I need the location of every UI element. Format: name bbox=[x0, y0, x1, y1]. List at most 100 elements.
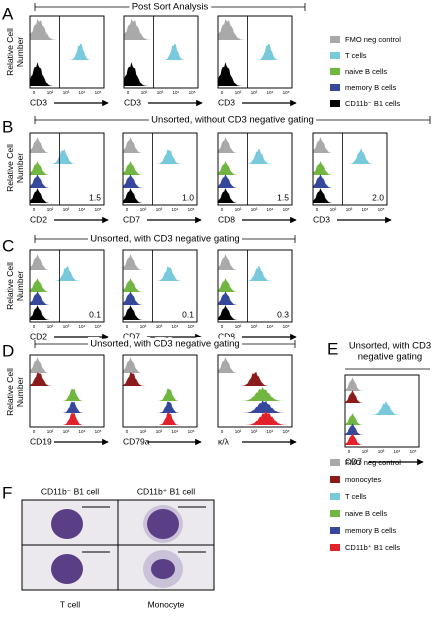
tick-label: 10⁴ bbox=[79, 207, 86, 212]
histogram bbox=[30, 161, 104, 175]
tick-label: 10³ bbox=[63, 324, 70, 329]
tick-label: 10⁵ bbox=[95, 90, 102, 95]
legend-swatch bbox=[330, 52, 340, 59]
panel-title: Unsorted, without CD3 negative gating bbox=[151, 115, 314, 126]
tick-label: 10⁴ bbox=[267, 429, 274, 434]
plot-frame bbox=[29, 354, 105, 428]
histogram bbox=[218, 265, 292, 281]
legend-swatch bbox=[330, 510, 340, 517]
axis-label: CD3 bbox=[124, 97, 141, 107]
histogram bbox=[30, 357, 104, 373]
tick-label: 10² bbox=[235, 207, 242, 212]
tick-label: 10⁵ bbox=[188, 429, 195, 434]
histogram bbox=[123, 161, 197, 175]
panel-title: Post Sort Analysis bbox=[132, 2, 209, 13]
tick-label: 0 bbox=[33, 324, 36, 329]
legend-label: memory B cells bbox=[345, 83, 397, 92]
histogram bbox=[123, 372, 197, 386]
histogram bbox=[218, 174, 292, 188]
y-axis-label-line: Number bbox=[15, 271, 25, 301]
y-axis-label-line: Number bbox=[15, 377, 25, 407]
histogram bbox=[218, 291, 292, 305]
nucleus bbox=[147, 509, 179, 539]
tick-label: 10⁴ bbox=[267, 90, 274, 95]
panel-letter: D bbox=[2, 341, 14, 360]
tick-label: 10⁵ bbox=[283, 207, 290, 212]
panel-title: negative gating bbox=[358, 352, 422, 363]
histogram bbox=[218, 62, 292, 86]
histogram bbox=[218, 161, 292, 175]
histogram bbox=[345, 401, 419, 415]
axis-label: CD8 bbox=[218, 214, 235, 224]
tick-label: 0 bbox=[221, 324, 224, 329]
tick-label: 10³ bbox=[63, 207, 70, 212]
tick-label: 10³ bbox=[251, 429, 258, 434]
tick-label: 10⁴ bbox=[172, 207, 179, 212]
tick-label: 10² bbox=[140, 429, 147, 434]
histogram bbox=[218, 387, 292, 401]
axis-label: CD19 bbox=[30, 436, 52, 446]
tick-label: 0 bbox=[316, 207, 319, 212]
tick-label: 10⁵ bbox=[378, 207, 385, 212]
tick-label: 10⁵ bbox=[283, 90, 290, 95]
tick-label: 10⁴ bbox=[394, 449, 401, 454]
histogram bbox=[218, 278, 292, 292]
histogram bbox=[30, 372, 104, 386]
plot-frame bbox=[217, 249, 293, 323]
tick-label: 10³ bbox=[63, 90, 70, 95]
tick-label: 10⁴ bbox=[362, 207, 369, 212]
plot-frame bbox=[122, 249, 198, 323]
nucleus bbox=[151, 559, 175, 579]
axis-label: CD2 bbox=[30, 214, 47, 224]
histogram bbox=[30, 174, 104, 188]
tick-label: 10³ bbox=[251, 90, 258, 95]
tick-label: 10⁴ bbox=[267, 207, 274, 212]
plot-frame bbox=[29, 132, 105, 206]
legend-label: naive B cells bbox=[345, 509, 387, 518]
legend-label: FMO neg control bbox=[345, 458, 401, 467]
tick-label: 10³ bbox=[156, 324, 163, 329]
plot-frame bbox=[122, 132, 198, 206]
histogram bbox=[218, 43, 292, 60]
axis-label: CD7 bbox=[123, 214, 140, 224]
tick-label: 10² bbox=[141, 90, 148, 95]
histogram bbox=[30, 305, 104, 320]
tick-label: 10⁵ bbox=[189, 90, 196, 95]
legend-swatch bbox=[330, 493, 340, 500]
tick-label: 10² bbox=[140, 324, 147, 329]
histogram bbox=[123, 291, 197, 305]
plot-frame bbox=[122, 132, 198, 206]
plot-frame bbox=[217, 354, 293, 428]
legend-label: CD11b⁺ B1 cells bbox=[345, 543, 400, 552]
tick-label: 10² bbox=[47, 429, 54, 434]
y-axis-label-line: Relative Cell bbox=[5, 28, 15, 76]
tick-label: 10⁵ bbox=[188, 207, 195, 212]
legend-swatch bbox=[330, 544, 340, 551]
panel-letter: C bbox=[2, 236, 14, 255]
axis-label: CD3 bbox=[30, 97, 47, 107]
tick-label: 10³ bbox=[378, 449, 385, 454]
tick-label: 10² bbox=[235, 429, 242, 434]
tick-label: 10³ bbox=[63, 429, 70, 434]
histogram bbox=[123, 357, 197, 373]
histogram bbox=[313, 188, 387, 203]
tick-label: 0 bbox=[33, 207, 36, 212]
tick-label: 10⁵ bbox=[410, 449, 417, 454]
percent-label: 1.5 bbox=[277, 192, 289, 202]
plot-frame bbox=[217, 132, 293, 206]
panel-letter: A bbox=[2, 4, 14, 23]
tick-label: 0 bbox=[221, 90, 224, 95]
axis-label: CD3 bbox=[313, 214, 330, 224]
histogram bbox=[123, 137, 197, 153]
tick-label: 0 bbox=[33, 90, 36, 95]
histogram bbox=[218, 148, 292, 164]
tick-label: 0 bbox=[126, 324, 129, 329]
tick-label: 10² bbox=[235, 324, 242, 329]
column-heading: CD11b⁻ B1 cell bbox=[41, 486, 99, 496]
histogram bbox=[313, 137, 387, 153]
image-label: Monocyte bbox=[148, 599, 185, 609]
plot-frame bbox=[344, 374, 420, 448]
plot-frame bbox=[29, 249, 105, 323]
plot-frame bbox=[122, 354, 198, 428]
